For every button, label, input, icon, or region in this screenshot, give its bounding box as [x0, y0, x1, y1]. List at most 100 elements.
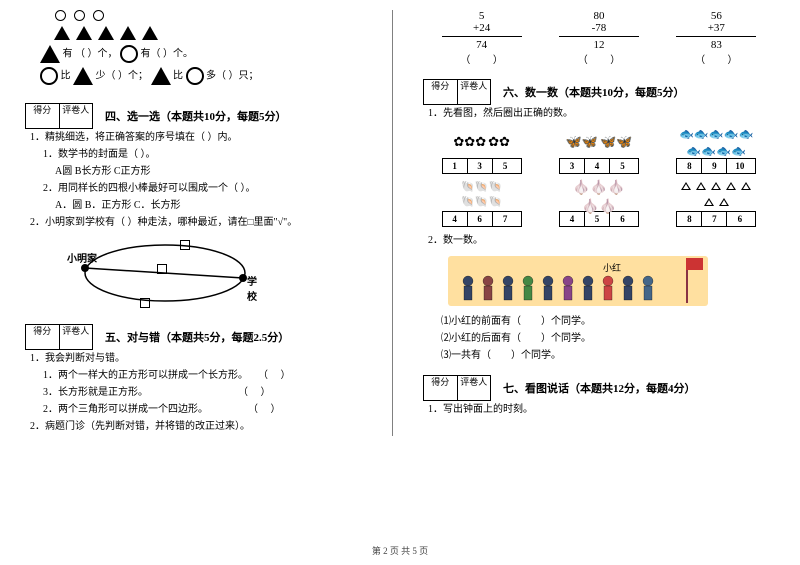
grader-label: 评卷人 — [458, 376, 491, 400]
score-box: 得分 评卷人 — [25, 324, 93, 350]
text: 比 — [173, 70, 183, 81]
score-box: 得分 评卷人 — [25, 103, 93, 129]
q4-1-1: 1．数学书的封面是（ ）。 — [43, 147, 377, 162]
count-cell: 4 — [560, 212, 585, 226]
shells-img: 🐚🐚🐚🐚🐚🐚 — [442, 180, 522, 208]
section6-title: 六、数一数（本题共10分，每题5分） — [503, 84, 775, 100]
grader-label: 评卷人 — [458, 80, 491, 104]
flag-icon — [686, 258, 703, 270]
arith-blank: （ ） — [442, 51, 522, 66]
arith-col: 56 +37 83 （ ） — [676, 10, 756, 66]
count-cell: 3 — [560, 159, 585, 173]
page-footer: 第 2 页 共 5 页 — [0, 544, 800, 557]
q5-1-3: 2．两个三角形可以拼成一个四边形。 （ ） — [43, 402, 377, 417]
q6-2-1: ⑴小红的前面有（ ）个同学。 — [441, 314, 775, 329]
arith-top: 5 — [442, 10, 522, 22]
map-checkbox — [180, 240, 190, 250]
count-cell: 6 — [610, 212, 635, 226]
arith-col: 5 +24 74 （ ） — [442, 10, 522, 66]
q7-1: 1．写出钟面上的时刻。 — [428, 402, 775, 417]
q4-2: 2．小明家到学校有（ ）种走法，哪种最近，请在□里面"√"。 — [30, 215, 377, 230]
count-cell: 10 — [727, 159, 752, 173]
map-school-dot — [239, 274, 247, 282]
count-cell: 7 — [493, 212, 518, 226]
text: 有 （ ）个， — [63, 48, 118, 59]
triangle-shape — [142, 26, 158, 40]
garlic-img: 🧄🧄🧄🧄🧄 — [559, 180, 639, 208]
q5-1-2: 3．长方形就是正方形。 （ ） — [43, 385, 377, 400]
count-cell: 7 — [702, 212, 727, 226]
map-home-label: 小明家 — [67, 250, 97, 265]
grader-label: 评卷人 — [60, 325, 93, 349]
triangles-img — [676, 180, 756, 208]
text: 比 — [61, 70, 71, 81]
circle-icon — [120, 45, 138, 63]
circle-shape — [55, 10, 66, 21]
fish-img: 🐟🐟🐟🐟🐟🐟🐟🐟🐟 — [676, 127, 756, 155]
arith-result: 12 — [559, 39, 639, 51]
q6-2-2: ⑵小红的后面有（ ）个同学。 — [441, 331, 775, 346]
people-diagram: 小红 — [448, 256, 708, 306]
q6-1: 1．先看图，然后圈出正确的数。 — [428, 106, 775, 121]
count-cell: 3 — [468, 159, 493, 173]
section5-title: 五、对与错（本题共5分，每题2.5分） — [105, 329, 377, 345]
count-cell: 5 — [610, 159, 635, 173]
triangle-shape — [76, 26, 92, 40]
arith-op: -78 — [559, 22, 639, 34]
shapes-line2: 比 少（ ）个； 比 多（ ）只； — [40, 67, 377, 85]
circle-shape — [93, 10, 104, 21]
circle-shape — [74, 10, 85, 21]
map-school-label: 学校 — [247, 273, 257, 303]
count-row-1: ✿✿✿✿✿ 1 3 5 🦋🦋🦋🦋 3 4 5 — [423, 127, 775, 174]
score-box: 得分 评卷人 — [423, 79, 491, 105]
map-checkbox — [140, 298, 150, 308]
count-cell: 9 — [702, 159, 727, 173]
text: 少（ ）个； — [96, 70, 149, 81]
q5-1-1: 1．两个一样大的正方形可以拼成一个长方形。 （ ） — [43, 368, 377, 383]
section7-title: 七、看图说话（本题共12分，每题4分） — [503, 380, 775, 396]
triangle-shape — [54, 26, 70, 40]
map-checkbox — [157, 264, 167, 274]
arith-top: 80 — [559, 10, 639, 22]
arith-blank: （ ） — [676, 51, 756, 66]
q5-1: 1．我会判断对与错。 — [30, 351, 377, 366]
arith-problems: 5 +24 74 （ ） 80 -78 12 （ ） 56 +37 83 （ ） — [423, 10, 775, 66]
butterflies-img: 🦋🦋🦋🦋 — [559, 127, 639, 155]
q5-2: 2．病题门诊（先判断对错，并将错的改正过来）。 — [30, 419, 377, 434]
map-home-dot — [81, 264, 89, 272]
triangle-shape — [98, 26, 114, 40]
score-box: 得分 评卷人 — [423, 375, 491, 401]
q4-1-1-opts: A圆 B长方形 C正方形 — [55, 164, 377, 179]
arith-result: 74 — [442, 39, 522, 51]
count-row-2: 🐚🐚🐚🐚🐚🐚 4 6 7 🧄🧄🧄🧄🧄 4 5 6 — [423, 180, 775, 227]
count-cell: 8 — [677, 212, 702, 226]
section4-title: 四、选一选（本题共10分，每题5分） — [105, 108, 377, 124]
text: 多（ ）只； — [206, 70, 259, 81]
arith-result: 83 — [676, 39, 756, 51]
map-diagram: 小明家 学校 — [75, 238, 255, 308]
circle-icon — [40, 67, 58, 85]
circle-icon — [186, 67, 204, 85]
triangle-icon — [73, 67, 93, 85]
count-cell: 4 — [443, 212, 468, 226]
triangle-icon — [40, 45, 60, 63]
q6-2-3: ⑶一共有（ ）个同学。 — [441, 348, 775, 363]
arith-op: +24 — [442, 22, 522, 34]
arith-op: +37 — [676, 22, 756, 34]
count-cell: 1 — [443, 159, 468, 173]
count-cell: 5 — [585, 212, 610, 226]
xiaohong-label: 小红 — [603, 261, 621, 274]
count-cell: 5 — [493, 159, 518, 173]
count-cell: 8 — [677, 159, 702, 173]
text: 有（ ）个。 — [141, 48, 194, 59]
arith-blank: （ ） — [559, 51, 639, 66]
count-cell: 6 — [727, 212, 752, 226]
q6-2: 2．数一数。 — [428, 233, 775, 248]
flowers-img: ✿✿✿✿✿ — [442, 127, 522, 155]
shapes-diagram — [25, 10, 377, 40]
score-label: 得分 — [26, 104, 60, 128]
arith-col: 80 -78 12 （ ） — [559, 10, 639, 66]
q4-1: 1．精挑细选，将正确答案的序号填在（ ）内。 — [30, 130, 377, 145]
score-label: 得分 — [26, 325, 60, 349]
grader-label: 评卷人 — [60, 104, 93, 128]
